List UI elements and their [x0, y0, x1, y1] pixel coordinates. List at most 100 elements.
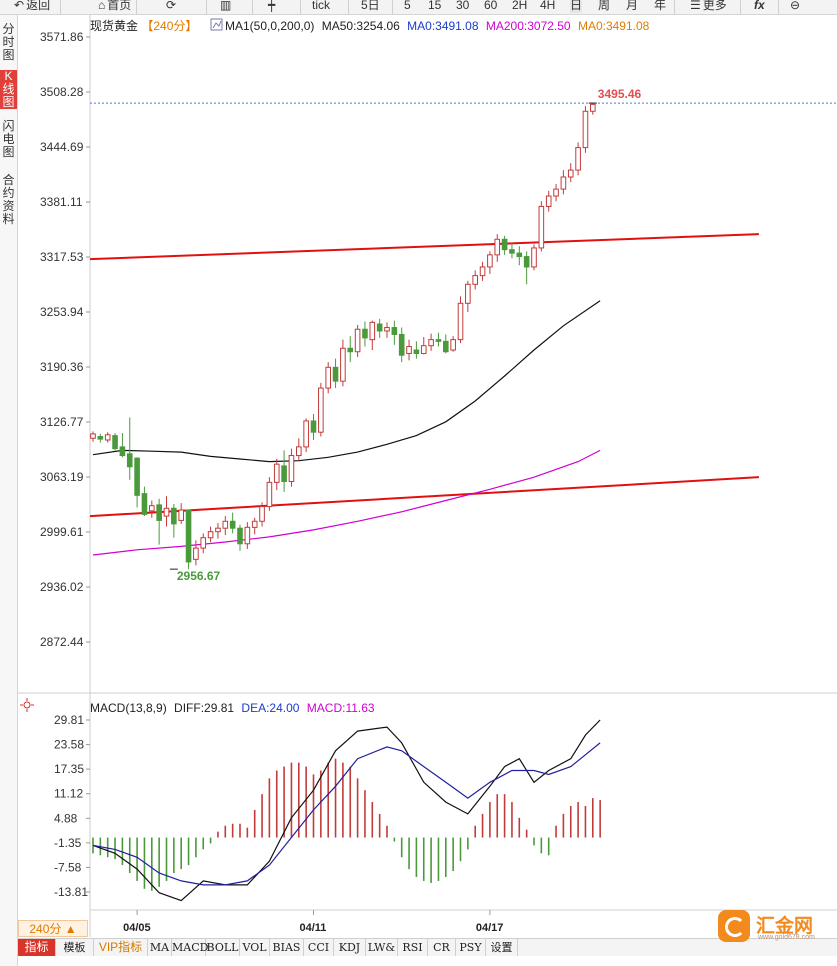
indicator-tab-rsi[interactable]: RSI	[398, 939, 428, 956]
toolbar-item-button[interactable]: 日	[570, 0, 583, 13]
indicator-tab-cr[interactable]: CR	[428, 939, 456, 956]
macd-tick-label: 11.12	[54, 787, 83, 801]
indicator-tab-lw[interactable]: LW&	[366, 939, 398, 956]
indicator-tab-indicators[interactable]: 指标	[18, 939, 56, 956]
indicator-tab-vip[interactable]: VIP指标	[94, 939, 148, 956]
indicator-tab-settings[interactable]: 设置	[486, 939, 518, 956]
candle-down	[516, 246, 523, 266]
toolbar-separator	[136, 0, 137, 14]
toolbar-item-button[interactable]: 年	[654, 0, 666, 13]
toolbar-5-button[interactable]: 5	[404, 0, 411, 13]
low-price-label: 2956.67	[177, 569, 221, 583]
menu-button[interactable]: ☰ 更多	[690, 0, 727, 13]
price-tick-label: 3508.28	[40, 85, 84, 99]
toolbar-item-button[interactable]: 周	[598, 0, 610, 13]
ma1-params: MA1(50,0,200,0)	[225, 19, 314, 33]
toolbar-separator	[348, 0, 349, 14]
high-price-label: 3495.46	[598, 87, 642, 101]
sidebar-tab-1[interactable]: 分时图	[2, 22, 15, 62]
candle-down	[97, 433, 104, 443]
watermark: 汇金网 www.gold678.com	[716, 908, 837, 946]
macd-settings-icon[interactable]	[20, 698, 34, 712]
indicator-tab-boll[interactable]: BOLL	[206, 939, 240, 956]
svg-text:现货黄金 【240分】: 现货黄金 【240分】	[90, 18, 197, 33]
candle-up	[560, 170, 567, 195]
candle-up	[590, 103, 596, 115]
candle-up	[465, 280, 471, 312]
period-selector-button[interactable]: 240分 ▲	[18, 920, 88, 937]
price-tick-label: 3253.94	[40, 305, 84, 319]
toolbar-separator	[392, 0, 393, 14]
indicator-tab-psy[interactable]: PSY	[456, 939, 486, 956]
zoom-out-button[interactable]: ⊖	[790, 0, 802, 13]
indicator-tab-templates[interactable]: 模板	[56, 939, 94, 956]
toolbar-tick-button[interactable]: tick	[312, 0, 330, 13]
gold678-logo-icon	[718, 910, 750, 942]
candle-up	[531, 244, 537, 271]
candle-down	[281, 450, 287, 492]
toolbar-15-button[interactable]: 15	[428, 0, 441, 13]
toolbar-2h-button[interactable]: 2H	[512, 0, 527, 13]
candle-up	[567, 163, 574, 183]
candle-up	[428, 333, 434, 351]
candle-down	[126, 417, 133, 480]
indicator-tab-vol[interactable]: VOL	[240, 939, 270, 956]
candlestick-button[interactable]: ┿	[268, 0, 277, 13]
ma-settings-icon[interactable]	[210, 18, 223, 31]
candle-down	[185, 509, 192, 570]
ma0-value-b: MA0:3491.08	[578, 19, 650, 33]
toolbar-separator	[674, 0, 675, 14]
price-tick-label: 3317.53	[40, 250, 84, 264]
diff-line	[92, 719, 601, 902]
candle-down	[332, 358, 339, 389]
candle-up	[318, 382, 324, 437]
trendline[interactable]	[90, 233, 759, 261]
indicator-tab-ma[interactable]: MA	[148, 939, 172, 956]
toolbar-label: 首页	[107, 0, 132, 12]
candle-down	[501, 235, 508, 255]
refresh-button[interactable]: ⟳	[166, 0, 178, 13]
trendline[interactable]	[90, 476, 759, 518]
back-arrow-button[interactable]: ↶ 返回	[14, 0, 50, 13]
toolbar-label: 60	[484, 0, 498, 12]
indicator-tab-macd[interactable]: MACD	[172, 939, 209, 956]
price-tick-label: 3571.86	[40, 30, 84, 44]
candle-down	[509, 242, 515, 259]
indicator-tab-cci[interactable]: CCI	[304, 939, 334, 956]
candle-down	[134, 457, 140, 508]
indicator-tab-bias[interactable]: BIAS	[270, 939, 304, 956]
candle-up	[575, 142, 581, 176]
toolbar-label: 返回	[26, 0, 51, 12]
candle-down	[347, 336, 354, 363]
home-button[interactable]: ⌂ 首页	[98, 0, 131, 13]
candle-up	[420, 337, 427, 355]
candle-up	[479, 261, 486, 281]
back-arrow-icon: ↶	[14, 0, 25, 12]
price-tick-label: 2872.44	[40, 635, 84, 649]
indicator-tab-kdj[interactable]: KDJ	[334, 939, 366, 956]
candle-up	[273, 459, 280, 491]
toolbar-item-button[interactable]: 月	[626, 0, 638, 13]
sidebar-tab-4[interactable]: 合约资料	[2, 173, 15, 226]
menu-icon: ☰	[690, 0, 701, 12]
candle-down	[362, 321, 368, 347]
candle-up	[553, 183, 559, 202]
price-tick-label: 3381.11	[40, 195, 83, 209]
toolbar-4h-button[interactable]: 4H	[540, 0, 555, 13]
toolbar-30-button[interactable]: 30	[456, 0, 469, 13]
sidebar-tab-3[interactable]: 闪电图	[2, 119, 15, 159]
bar-chart-button[interactable]: ▥	[220, 0, 233, 13]
toolbar-5-button[interactable]: 5日	[361, 0, 380, 13]
bar-chart-icon: ▥	[220, 0, 232, 12]
toolbar-label: 5日	[361, 0, 380, 12]
toolbar-separator	[252, 0, 253, 14]
formula-button[interactable]: fx	[752, 0, 765, 13]
candle-down	[171, 503, 177, 538]
candle-up	[545, 190, 552, 212]
candle-up	[90, 431, 96, 442]
candle-up	[494, 234, 501, 262]
macd-title: MACD(13,8,9)	[90, 701, 167, 715]
price-tick-label: 3190.36	[40, 360, 84, 374]
toolbar-60-button[interactable]: 60	[484, 0, 497, 13]
